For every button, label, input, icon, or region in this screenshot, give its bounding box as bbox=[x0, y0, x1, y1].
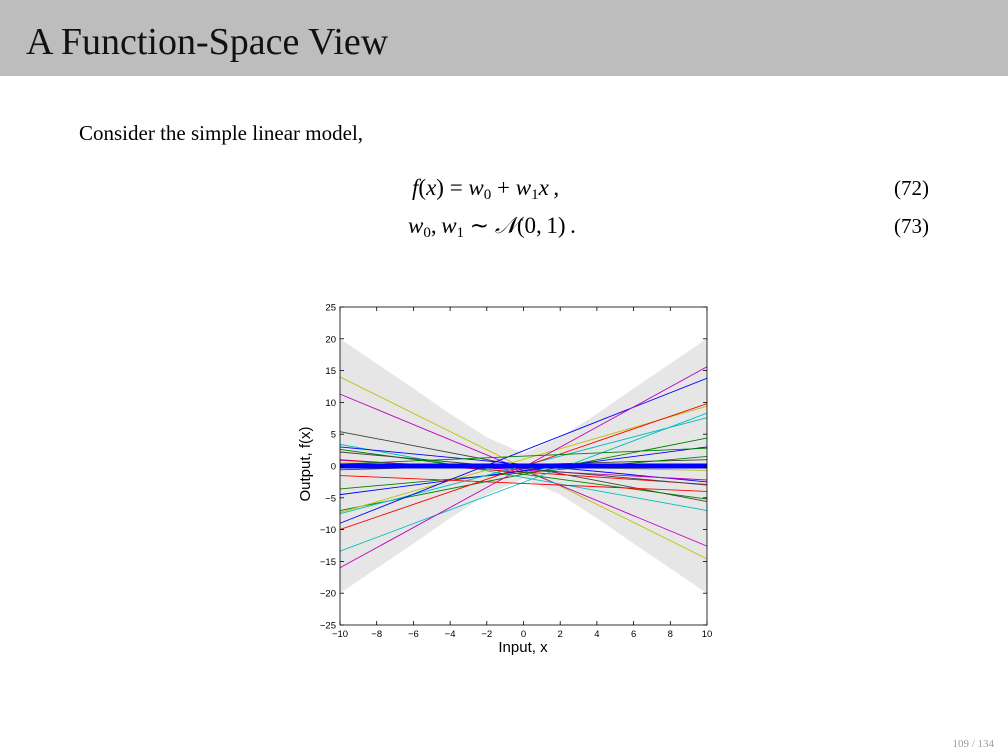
title-bar: A Function-Space View bbox=[0, 0, 1008, 76]
equation-72: f(x) = w0 + w1x , bbox=[412, 175, 560, 203]
sample-line-13 bbox=[339, 437, 708, 511]
y-tick-label: 15 bbox=[325, 366, 336, 377]
equation-number-72: (72) bbox=[894, 176, 929, 200]
y-tick-label: −15 bbox=[320, 557, 336, 568]
x-axis-label: Input, x bbox=[498, 639, 548, 656]
sample-line-20 bbox=[339, 451, 708, 486]
x-tick-label: −8 bbox=[371, 629, 382, 640]
y-tick-label: −25 bbox=[320, 621, 336, 632]
x-tick-label: 10 bbox=[702, 629, 713, 640]
y-tick-label: −5 bbox=[325, 493, 336, 504]
x-tick-label: 6 bbox=[631, 629, 636, 640]
sample-line-14 bbox=[339, 405, 708, 513]
sample-line-4 bbox=[339, 443, 708, 511]
equation-73: w0, w1 ∼ 𝒩(0, 1) . bbox=[408, 213, 576, 241]
sample-line-11 bbox=[339, 456, 708, 490]
y-tick-label: 5 bbox=[331, 430, 336, 441]
slide-title: A Function-Space View bbox=[26, 21, 389, 63]
y-tick-label: −20 bbox=[320, 589, 336, 600]
sample-line-18 bbox=[339, 412, 708, 552]
x-tick-label: 0 bbox=[521, 629, 526, 640]
x-tick-label: −2 bbox=[481, 629, 492, 640]
x-tick-label: −4 bbox=[445, 629, 456, 640]
sample-line-12 bbox=[339, 446, 708, 496]
sample-line-21 bbox=[339, 475, 708, 492]
sample-line-16 bbox=[339, 377, 708, 524]
y-axis-label: Output, f(x) bbox=[297, 426, 314, 501]
x-tick-label: −6 bbox=[408, 629, 419, 640]
plot-area: −10 −8 −6 −4 −2 0 2 4 6 8 10−25−20−15−10−505101520… bbox=[320, 303, 712, 641]
y-tick-label: 10 bbox=[325, 398, 336, 409]
x-tick-label: 4 bbox=[594, 629, 599, 640]
x-tick-label: 8 bbox=[668, 629, 673, 640]
y-tick-label: −10 bbox=[320, 525, 336, 536]
y-tick-label: 25 bbox=[325, 303, 336, 314]
x-tick-label: −10 bbox=[332, 629, 348, 640]
y-tick-label: 20 bbox=[325, 334, 336, 345]
page-number: 109 / 134 bbox=[952, 738, 994, 750]
sample-line-22 bbox=[339, 447, 708, 465]
function-space-chart: −10 −8 −6 −4 −2 0 2 4 6 8 10−25−20−15−10−505101520… bbox=[297, 303, 712, 657]
x-tick-label: 2 bbox=[558, 629, 563, 640]
intro-text: Consider the simple linear model, bbox=[79, 121, 364, 145]
y-tick-label: 0 bbox=[331, 462, 336, 473]
equation-number-73: (73) bbox=[894, 214, 929, 238]
